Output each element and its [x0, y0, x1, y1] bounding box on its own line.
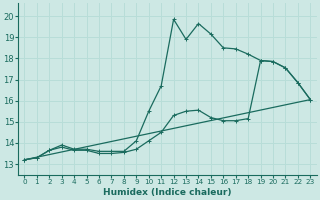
X-axis label: Humidex (Indice chaleur): Humidex (Indice chaleur)	[103, 188, 232, 197]
